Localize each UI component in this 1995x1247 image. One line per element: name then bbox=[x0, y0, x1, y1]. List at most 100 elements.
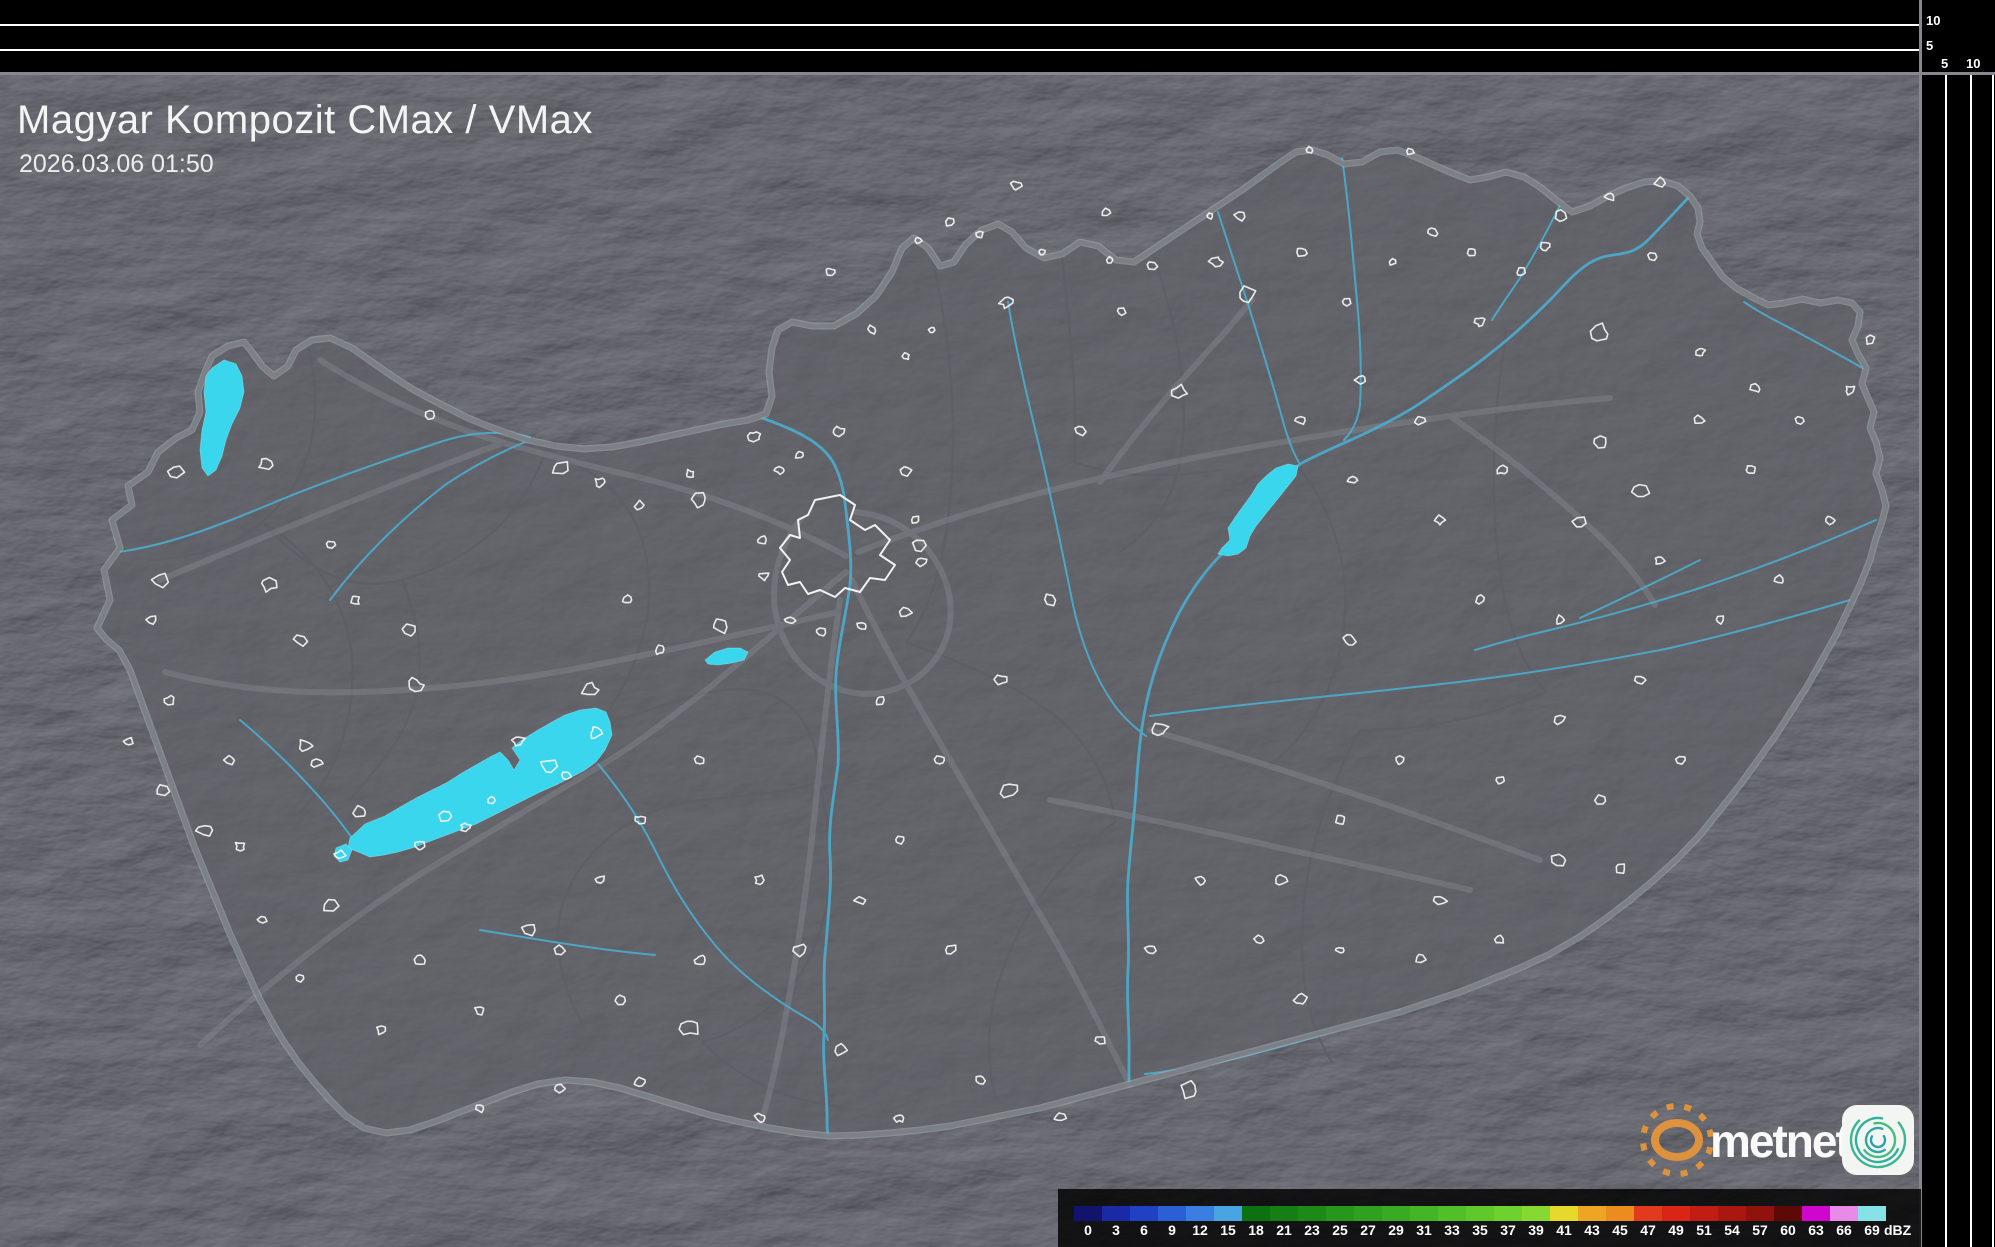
town-outline bbox=[1715, 615, 1725, 625]
page-title: Magyar Kompozit CMax / VMax bbox=[17, 98, 593, 142]
town-outline bbox=[520, 923, 536, 937]
town-outline bbox=[756, 535, 767, 545]
town-outline bbox=[944, 217, 955, 227]
town-outline bbox=[122, 736, 134, 746]
metnet-app-icon bbox=[1842, 1105, 1914, 1175]
town-outline bbox=[933, 755, 946, 765]
town-outline bbox=[352, 804, 367, 818]
town-outline bbox=[257, 457, 274, 471]
town-outline bbox=[594, 477, 606, 489]
colorbar-swatch bbox=[1102, 1206, 1130, 1221]
town-outline bbox=[894, 835, 905, 845]
town-outline bbox=[1496, 464, 1508, 475]
town-outline bbox=[590, 725, 604, 740]
town-outline bbox=[473, 1006, 485, 1016]
town-outline bbox=[892, 1114, 905, 1123]
town-outline bbox=[1794, 415, 1805, 426]
town-outline bbox=[792, 943, 807, 958]
right-profile-gridline-label: 5 bbox=[1941, 56, 1949, 71]
town-outline bbox=[1296, 247, 1308, 258]
metnet-logo: metnet bbox=[1640, 1103, 1914, 1177]
top-profile-panel bbox=[0, 0, 1995, 72]
colorbar-tick-label: 12 bbox=[1192, 1222, 1208, 1238]
town-outline bbox=[150, 572, 170, 589]
town-outline bbox=[1615, 863, 1626, 875]
town-outline bbox=[815, 627, 827, 637]
town-outline bbox=[1038, 248, 1046, 256]
town-outline bbox=[459, 822, 472, 833]
colorbar-swatch bbox=[1354, 1206, 1382, 1221]
colorbar-swatch bbox=[1522, 1206, 1550, 1221]
town-outline bbox=[510, 736, 527, 747]
lakes-layer bbox=[199, 359, 1299, 863]
town-outline bbox=[1433, 514, 1447, 526]
town-outline bbox=[1495, 776, 1506, 785]
colorbar-swatch bbox=[1074, 1206, 1102, 1221]
colorbar-tick-label: 27 bbox=[1360, 1222, 1376, 1238]
town-outline bbox=[753, 1112, 766, 1124]
town-outline bbox=[1233, 211, 1246, 222]
colorbar-swatch bbox=[1746, 1206, 1774, 1221]
town-outline bbox=[350, 595, 361, 605]
town-outline bbox=[1346, 475, 1359, 484]
town-outline bbox=[1427, 227, 1439, 237]
colorbar-swatch bbox=[1466, 1206, 1494, 1221]
town-outline bbox=[678, 1020, 699, 1036]
town-outline bbox=[746, 431, 762, 443]
lake-velence bbox=[704, 647, 749, 666]
town-outline bbox=[539, 759, 559, 774]
town-outline bbox=[852, 895, 867, 906]
colorbar-swatch bbox=[1326, 1206, 1354, 1221]
map-frame-horizontal bbox=[0, 72, 1995, 75]
town-outline bbox=[424, 409, 436, 421]
lake-ferto bbox=[199, 359, 245, 477]
town-outline bbox=[614, 994, 627, 1006]
colorbar-tick-label: 0 bbox=[1084, 1222, 1092, 1238]
town-outline bbox=[1206, 212, 1214, 220]
colorbar-tick-label: 54 bbox=[1724, 1222, 1740, 1238]
town-outline bbox=[856, 621, 867, 631]
town-outline bbox=[1695, 347, 1707, 357]
colorbar-unit: dBZ bbox=[1884, 1222, 1912, 1238]
colorbar-swatch bbox=[1494, 1206, 1522, 1221]
town-outline bbox=[333, 849, 347, 860]
town-outline bbox=[1388, 257, 1397, 266]
colorbar-swatch bbox=[1550, 1206, 1578, 1221]
town-outline bbox=[594, 875, 606, 885]
town-outline bbox=[1693, 414, 1706, 425]
colorbar-swatch bbox=[1270, 1206, 1298, 1221]
town-outline bbox=[375, 1025, 387, 1036]
town-outline bbox=[1239, 285, 1257, 304]
colorbar-tick-label: 43 bbox=[1584, 1222, 1600, 1238]
town-outline bbox=[1341, 297, 1352, 307]
town-outline bbox=[414, 840, 426, 851]
town-outline bbox=[487, 795, 496, 805]
town-outline bbox=[975, 230, 984, 239]
town-outline bbox=[1053, 1112, 1068, 1122]
colorbar-tick-label: 25 bbox=[1332, 1222, 1348, 1238]
top-profile-gridline bbox=[0, 49, 1921, 51]
town-outline bbox=[1151, 722, 1170, 737]
dbz-colorbar: dBZ 0 3 6 9 12 15 18 21 23 25 27 29 31 33 35 37 39 41 43 45… bbox=[1058, 1189, 1921, 1247]
town-outline bbox=[997, 296, 1014, 310]
town-outline bbox=[234, 841, 246, 852]
town-outline bbox=[1194, 875, 1206, 887]
town-outline bbox=[1550, 853, 1567, 867]
town-outline bbox=[1432, 895, 1449, 906]
town-outline bbox=[1415, 953, 1427, 964]
town-outline bbox=[1170, 383, 1189, 399]
colorbar-tick-label: 3 bbox=[1112, 1222, 1120, 1238]
town-outline bbox=[898, 606, 914, 618]
town-outline bbox=[1105, 255, 1114, 264]
colorbar-swatch bbox=[1410, 1206, 1438, 1221]
town-outline bbox=[1603, 192, 1615, 202]
top-profile-gridline-label: 5 bbox=[1926, 38, 1934, 53]
colorbar-tick-label: 6 bbox=[1140, 1222, 1148, 1238]
town-outline bbox=[1630, 483, 1651, 498]
town-outline bbox=[866, 324, 877, 335]
town-outline bbox=[1554, 208, 1568, 223]
colorbar-tick-label: 21 bbox=[1276, 1222, 1292, 1238]
colorbar-swatch bbox=[1690, 1206, 1718, 1221]
colorbar-tick-label: 18 bbox=[1248, 1222, 1264, 1238]
